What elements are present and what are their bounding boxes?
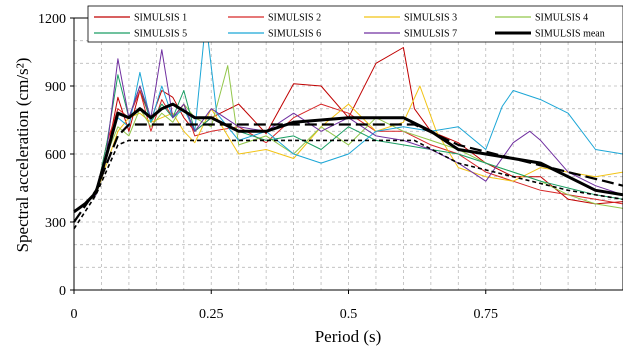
x-axis-ticks: 0 0.25 0.5 0.75	[71, 290, 499, 322]
y-axis-ticks: 0 300 600 900 1200	[38, 12, 74, 299]
legend-label: SIMULSIS 6	[268, 29, 321, 40]
y-tick-label: 300	[45, 216, 66, 231]
series-lines	[73, 19, 623, 230]
legend-label: SIMULSIS 1	[134, 13, 187, 24]
x-tick-label: 0.75	[474, 307, 499, 322]
y-tick-label: 900	[45, 80, 66, 95]
legend: SIMULSIS 1 SIMULSIS 2 SIMULSIS 3 SIMULSIS 4…	[87, 5, 623, 43]
legend-label: SIMULSIS 4	[535, 13, 588, 24]
series-line-3	[73, 85, 623, 212]
x-tick-label: 0.5	[340, 307, 358, 322]
y-tick-label: 0	[59, 284, 66, 299]
reference-line-short-dash	[73, 139, 623, 230]
legend-label: SIMULSIS 5	[134, 29, 187, 40]
legend-label: SIMULSIS 2	[268, 13, 321, 24]
reference-line-long-dash	[73, 123, 623, 223]
legend-label: SIMULSIS mean	[535, 29, 605, 40]
y-axis-title: Spectral acceleration (cm/s²)	[13, 58, 32, 253]
x-tick-label: 0.25	[199, 307, 224, 322]
y-tick-label: 600	[45, 148, 66, 163]
legend-box	[87, 5, 623, 43]
x-tick-label: 0	[71, 307, 78, 322]
x-axis-title: Period (s)	[315, 327, 382, 346]
series-line-2	[73, 90, 623, 212]
legend-label: SIMULSIS 7	[404, 29, 457, 40]
series-line-mean	[73, 102, 623, 214]
y-tick-label: 1200	[38, 12, 66, 27]
legend-label: SIMULSIS 3	[404, 13, 457, 24]
